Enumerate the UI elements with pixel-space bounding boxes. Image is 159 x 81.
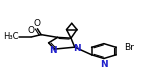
Text: Br: Br	[124, 43, 134, 52]
Text: N: N	[73, 44, 81, 53]
Text: N: N	[49, 46, 57, 55]
Text: H₃C: H₃C	[3, 32, 19, 41]
Text: O: O	[33, 19, 40, 28]
Text: O: O	[28, 26, 35, 35]
Text: N: N	[100, 60, 108, 69]
